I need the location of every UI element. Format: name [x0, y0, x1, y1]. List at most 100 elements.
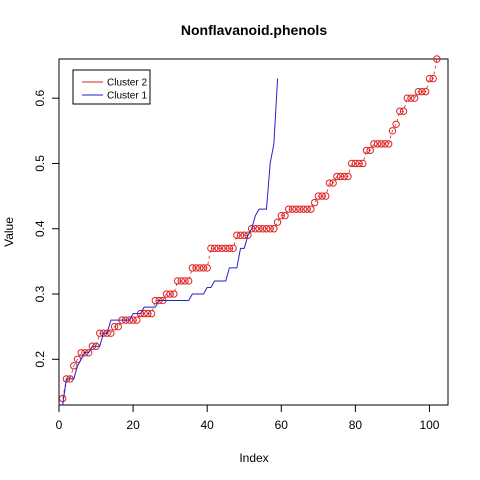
- data-point: [392, 120, 400, 128]
- data-point: [114, 322, 122, 331]
- data-point: [170, 290, 178, 298]
- data-point: [203, 264, 211, 272]
- data-point: [225, 244, 234, 253]
- data-point: [107, 329, 115, 337]
- data-point: [418, 87, 426, 96]
- data-point: [288, 205, 297, 213]
- x-tick-label: 80: [349, 418, 363, 432]
- data-point: [147, 309, 156, 318]
- data-point: [333, 172, 341, 181]
- data-point: [299, 205, 308, 213]
- legend: Cluster 2 Cluster 1: [72, 69, 151, 105]
- data-point: [277, 211, 285, 220]
- data-point: [351, 159, 360, 168]
- data-point: [173, 277, 182, 285]
- data-point: [214, 244, 223, 253]
- data-point: [359, 159, 367, 168]
- data-point: [229, 244, 237, 253]
- series-line-0: [62, 58, 438, 399]
- data-point: [362, 146, 371, 155]
- data-point: [322, 192, 330, 200]
- data-point: [218, 244, 226, 253]
- data-point: [255, 225, 263, 233]
- data-point: [325, 179, 334, 187]
- data-point: [110, 322, 119, 331]
- data-point: [270, 225, 278, 233]
- x-tick-label: 100: [419, 418, 439, 432]
- data-point: [247, 225, 256, 233]
- data-point: [310, 198, 319, 207]
- y-axis: 0.2 0.3 0.4 0.5 0.6: [33, 90, 60, 368]
- data-point: [433, 55, 441, 63]
- data-point: [266, 225, 274, 233]
- x-axis: 0 20 40 60 80 100: [56, 404, 440, 432]
- x-tick-label: 40: [201, 418, 215, 432]
- data-point: [385, 140, 393, 148]
- x-tick-label: 20: [126, 418, 140, 432]
- legend-label: Cluster 2: [107, 78, 147, 89]
- data-point: [373, 140, 382, 148]
- data-point: [259, 225, 267, 233]
- legend-label: Cluster 1: [107, 91, 147, 102]
- series-layer: [59, 55, 441, 406]
- data-point: [396, 107, 404, 115]
- data-point: [281, 211, 289, 220]
- data-point: [244, 231, 252, 239]
- x-tick-label: 60: [275, 418, 289, 432]
- data-point: [184, 277, 193, 285]
- data-point: [340, 172, 348, 181]
- y-tick-label: 0.5: [33, 155, 47, 172]
- data-point: [144, 309, 152, 318]
- data-point: [262, 225, 271, 233]
- data-point: [207, 244, 215, 253]
- data-point: [314, 192, 323, 200]
- data-point: [410, 94, 419, 102]
- x-axis-label: Index: [239, 451, 268, 465]
- data-point: [233, 231, 241, 239]
- legend-box: [72, 69, 151, 105]
- series-line-1: [62, 78, 279, 406]
- data-point: [162, 290, 171, 298]
- data-point: [429, 74, 437, 83]
- data-point: [292, 205, 300, 213]
- data-point: [407, 94, 415, 102]
- data-point: [303, 205, 311, 213]
- data-point: [422, 87, 430, 96]
- data-point: [344, 172, 352, 181]
- data-point: [188, 264, 197, 272]
- data-point: [381, 140, 389, 148]
- data-point: [355, 159, 363, 168]
- plot-frame: [58, 58, 449, 406]
- data-point: [329, 179, 337, 187]
- y-tick-label: 0.2: [33, 351, 47, 368]
- data-point: [210, 244, 219, 253]
- y-tick-label: 0.6: [33, 90, 47, 107]
- data-point: [370, 140, 378, 148]
- data-point: [366, 146, 374, 155]
- data-point: [403, 94, 411, 102]
- data-point: [236, 231, 245, 239]
- data-point: [166, 290, 174, 298]
- data-point: [199, 264, 208, 272]
- data-point: [318, 192, 326, 200]
- y-tick-label: 0.3: [33, 285, 47, 302]
- data-point: [414, 87, 423, 96]
- data-point: [296, 205, 304, 213]
- data-point: [177, 277, 185, 285]
- data-point: [273, 218, 282, 226]
- data-point: [336, 172, 345, 181]
- y-tick-label: 0.4: [33, 220, 47, 237]
- data-point: [425, 74, 434, 83]
- data-point: [133, 316, 141, 324]
- data-point: [377, 140, 386, 148]
- data-point: [388, 127, 397, 135]
- data-point: [192, 264, 200, 272]
- data-point: [307, 205, 315, 213]
- y-axis-label: Value: [2, 217, 16, 247]
- chart-title: Nonflavanoid.phenols: [181, 22, 327, 38]
- data-point: [399, 107, 408, 115]
- data-point: [196, 264, 204, 272]
- data-point: [347, 159, 356, 168]
- x-tick-label: 0: [56, 418, 63, 432]
